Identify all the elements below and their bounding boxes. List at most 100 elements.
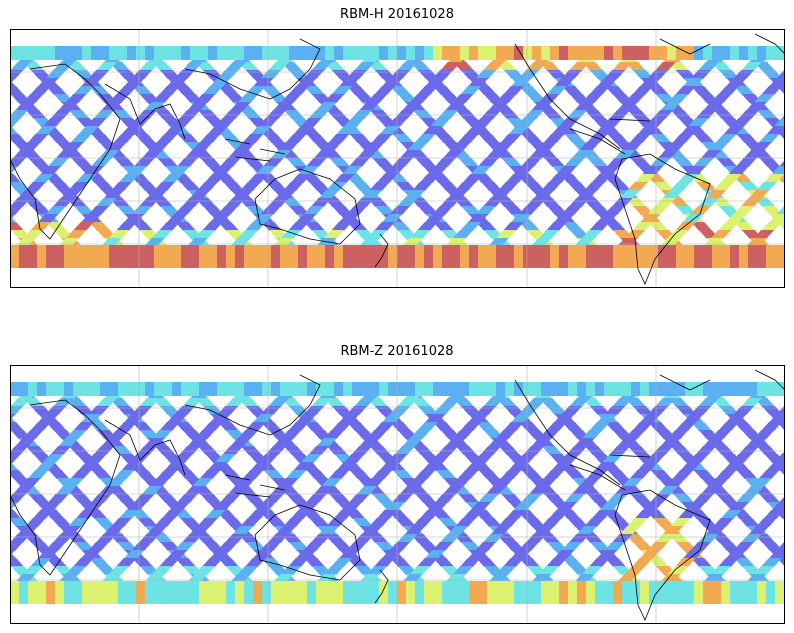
- swath-cell: [541, 46, 551, 60]
- swath-cell: [712, 518, 734, 527]
- map-frame: [10, 365, 785, 624]
- swath-cell: [289, 46, 299, 60]
- swath-cell: [190, 46, 200, 60]
- swath-cell: [539, 198, 561, 207]
- swath-cell: [504, 542, 525, 551]
- swath-cell: [352, 518, 374, 527]
- swath-cell: [424, 550, 446, 559]
- swath-cell: [298, 46, 308, 60]
- swath-cell: [271, 245, 281, 268]
- swath-cell: [505, 245, 515, 268]
- swath-cell: [371, 470, 393, 479]
- swath-cell: [27, 470, 49, 479]
- panel-title-rbm-h: RBM-H 20161028: [340, 7, 454, 22]
- swath-cell: [55, 382, 65, 396]
- swath-cell: [707, 142, 729, 151]
- swath-cell: [178, 606, 199, 615]
- swath-cell: [539, 534, 561, 543]
- swath-cell: [181, 398, 203, 407]
- swath-cell: [245, 86, 266, 95]
- swath-cell: [174, 70, 196, 79]
- swath-cell: [118, 245, 128, 268]
- coastline: [569, 118, 651, 155]
- swath-cell: [514, 245, 524, 268]
- swath-cell: [691, 558, 713, 567]
- swath-cell: [186, 238, 208, 247]
- swath-cell: [267, 398, 289, 407]
- swath-cell: [424, 245, 434, 268]
- swath-cell: [288, 86, 309, 95]
- swath-cell: [356, 150, 378, 159]
- swath-cell: [314, 614, 335, 623]
- swath-cell: [760, 558, 782, 567]
- swath-cell: [316, 581, 326, 604]
- swath-cell: [444, 438, 466, 447]
- swath-cell: [375, 542, 396, 551]
- swath-cell: [758, 470, 780, 479]
- swath-cell: [364, 614, 385, 623]
- swath-cell: [604, 46, 614, 60]
- swath-cell: [142, 278, 163, 287]
- swath-cell: [341, 502, 362, 511]
- swath-cell: [462, 174, 484, 183]
- swath-cell: [295, 414, 317, 423]
- swath-cell: [766, 126, 785, 135]
- swath-cell: [391, 494, 413, 503]
- swath-cell: [333, 510, 355, 519]
- swath-cell: [88, 542, 109, 551]
- swath-cell: [217, 542, 238, 551]
- swath-cell: [604, 70, 626, 79]
- swath-cell: [197, 110, 219, 119]
- swath-cell: [10, 534, 31, 543]
- swath-cell: [458, 494, 480, 503]
- swath-cell: [85, 454, 107, 463]
- swath-cell: [389, 406, 411, 415]
- swath-cell: [14, 574, 36, 583]
- swath-cell: [583, 182, 605, 191]
- swath-cell: [415, 46, 425, 60]
- swath-cell: [658, 614, 679, 623]
- swath-cell: [442, 382, 452, 396]
- swath-cell: [224, 62, 246, 71]
- swath-cell: [685, 581, 695, 604]
- swath-cell: [577, 581, 587, 604]
- swath-cell: [89, 558, 111, 567]
- swath-cell: [298, 166, 319, 175]
- swath-cell: [553, 550, 575, 559]
- swath-cell: [475, 70, 497, 79]
- swath-cell: [138, 198, 160, 207]
- swath-cell: [586, 606, 607, 615]
- swath-cell: [10, 198, 31, 207]
- swath-cell: [100, 438, 122, 447]
- swath-cell: [264, 606, 285, 615]
- swath-cell: [10, 454, 21, 463]
- swath-cell: [179, 110, 201, 119]
- swath-cell: [208, 581, 218, 604]
- swath-cell: [577, 382, 587, 396]
- swath-cell: [343, 382, 353, 396]
- swath-cell: [37, 214, 59, 223]
- swath-cell: [307, 270, 328, 279]
- coastline: [10, 63, 121, 240]
- swath-cell: [634, 174, 656, 183]
- swath-cell: [309, 518, 331, 527]
- swath-cell: [189, 190, 211, 199]
- swath-cell: [204, 174, 226, 183]
- swath-cell: [343, 454, 365, 463]
- swath-cell: [65, 566, 87, 575]
- swath-cell: [601, 454, 623, 463]
- swath-cell: [452, 566, 474, 575]
- swath-cell: [541, 446, 563, 455]
- swath-cell: [367, 198, 389, 207]
- swath-cell: [424, 46, 434, 60]
- swath-cell: [247, 510, 269, 519]
- swath-cell: [151, 566, 173, 575]
- swath-cell: [451, 581, 461, 604]
- swath-cell: [711, 534, 733, 543]
- swath-cell: [131, 406, 153, 415]
- swath-cell: [496, 534, 518, 543]
- swath-cell: [564, 470, 586, 479]
- swath-cell: [261, 422, 282, 431]
- coastline: [184, 374, 321, 436]
- swath-cell: [697, 398, 719, 407]
